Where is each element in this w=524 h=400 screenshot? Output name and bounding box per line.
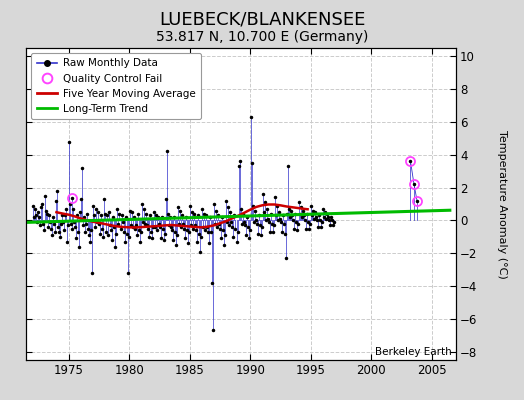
Y-axis label: Temperature Anomaly (°C): Temperature Anomaly (°C) (497, 130, 507, 278)
Text: LUEBECK/BLANKENSEE: LUEBECK/BLANKENSEE (159, 10, 365, 28)
Text: Berkeley Earth: Berkeley Earth (375, 347, 452, 357)
Legend: Raw Monthly Data, Quality Control Fail, Five Year Moving Average, Long-Term Tren: Raw Monthly Data, Quality Control Fail, … (31, 53, 201, 119)
Text: 53.817 N, 10.700 E (Germany): 53.817 N, 10.700 E (Germany) (156, 30, 368, 44)
